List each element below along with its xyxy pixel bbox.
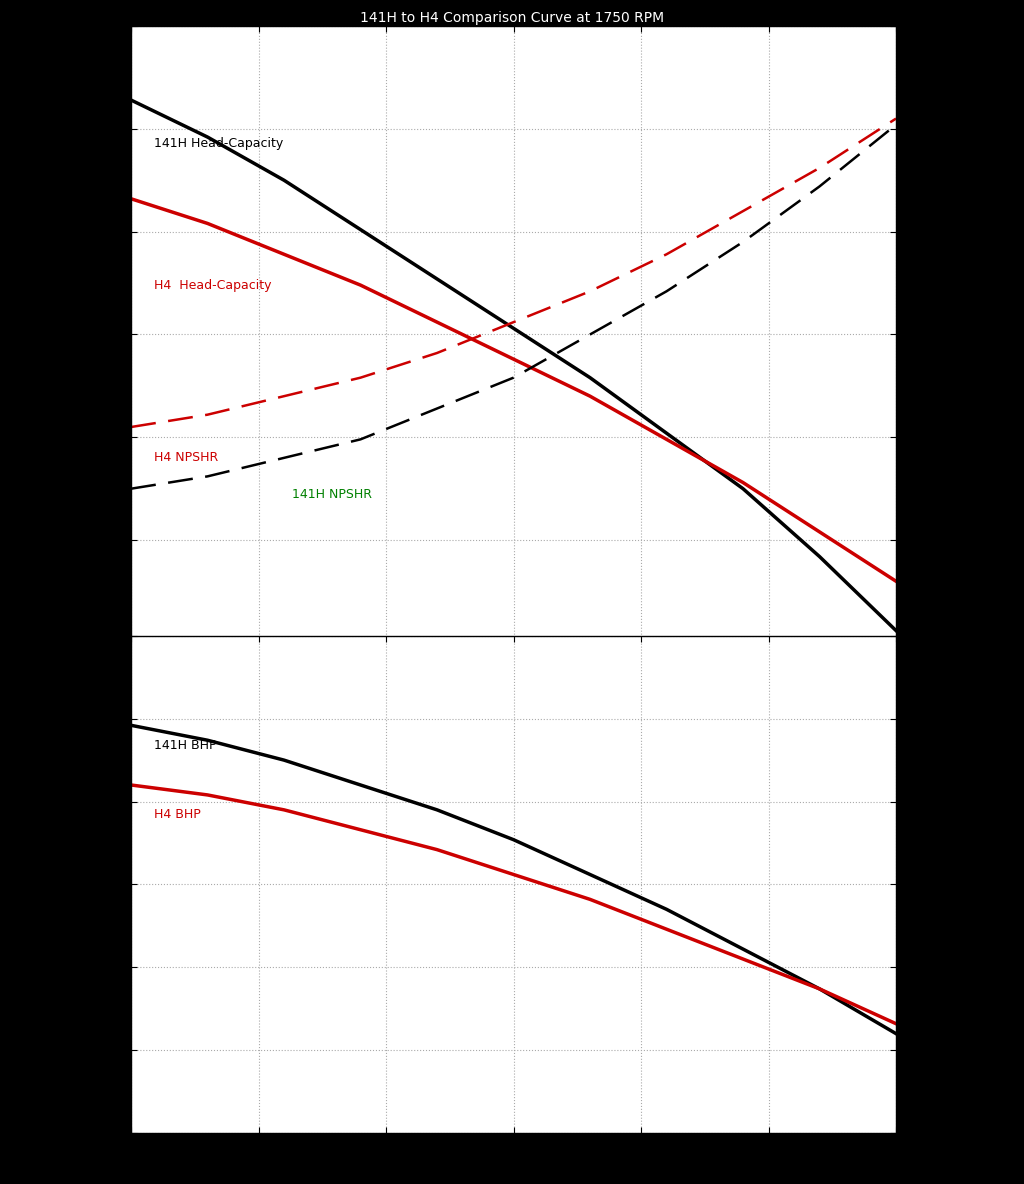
Text: H4 BHP: H4 BHP [154,809,201,822]
Text: 141H NPSHR: 141H NPSHR [292,488,372,501]
Text: H4 NPSHR: H4 NPSHR [154,451,218,464]
Text: H4  Head-Capacity: H4 Head-Capacity [154,278,271,291]
Text: 141H to H4 Comparison Curve at 1750 RPM: 141H to H4 Comparison Curve at 1750 RPM [360,11,664,25]
Text: 141H Head-Capacity: 141H Head-Capacity [154,137,284,149]
Text: 141H BHP: 141H BHP [154,739,216,752]
